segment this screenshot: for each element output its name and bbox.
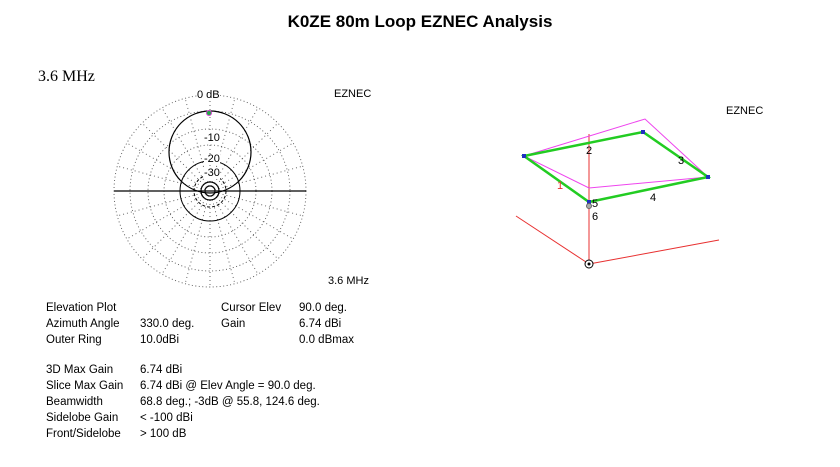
wire-label-2: 2 xyxy=(586,145,593,157)
wire-label-4: 4 xyxy=(650,192,657,204)
x-axis xyxy=(588,239,720,265)
info-value: 6.74 dBi xyxy=(299,318,342,330)
view-brand: EZNEC xyxy=(726,105,764,117)
ring-label-30: -30 xyxy=(204,167,220,179)
ring-inner xyxy=(200,181,220,201)
wire-nodes xyxy=(522,130,710,204)
page-title: K0ZE 80m Loop EZNEC Analysis xyxy=(287,12,553,31)
ring-center xyxy=(204,185,216,197)
cursor-marker xyxy=(206,110,212,116)
info-label: Elevation Plot xyxy=(46,302,117,314)
wire-label-3: 3 xyxy=(678,155,685,167)
polar-frequency: 3.6 MHz xyxy=(328,275,369,287)
stat-label: Slice Max Gain xyxy=(46,380,124,392)
stat-value: < -100 dBi xyxy=(140,412,193,424)
ring-label-0: 0 dB xyxy=(197,89,220,101)
stat-value: 6.74 dBi @ Elev Angle = 90.0 deg. xyxy=(140,380,316,392)
info-label: Gain xyxy=(221,318,246,330)
ring-30 xyxy=(193,174,227,208)
info-value: 330.0 deg. xyxy=(140,318,195,330)
info-value: 0.0 dBmax xyxy=(299,334,354,346)
info-value: 10.0dBi xyxy=(140,334,180,346)
pattern-outline xyxy=(522,118,710,189)
stat-value: 6.74 dBi xyxy=(140,364,183,376)
info-value: 90.0 deg. xyxy=(299,302,347,314)
y-axis xyxy=(515,215,590,265)
loop-wires xyxy=(520,130,712,204)
ring-label-10: -10 xyxy=(204,132,220,144)
wire-label-1: 1 xyxy=(557,180,564,192)
wire-label-6: 6 xyxy=(592,211,599,223)
info-label: Azimuth Angle xyxy=(46,318,120,330)
frequency-heading: 3.6 MHz xyxy=(38,68,95,85)
stat-label: 3D Max Gain xyxy=(46,364,114,376)
wire-label-5: 5 xyxy=(592,198,599,210)
source-marker xyxy=(586,203,592,209)
stat-label: Front/Sidelobe xyxy=(46,428,121,440)
ring-label-20: -20 xyxy=(204,153,220,165)
stat-label: Beamwidth xyxy=(46,396,103,408)
info-label: Cursor Elev xyxy=(221,302,282,314)
stat-value: > 100 dB xyxy=(140,428,187,440)
stat-label: Sidelobe Gain xyxy=(46,412,119,424)
polar-brand: EZNEC xyxy=(334,88,372,100)
info-label: Outer Ring xyxy=(46,334,102,346)
stat-value: 68.8 deg.; -3dB @ 55.8, 124.6 deg. xyxy=(140,396,320,408)
